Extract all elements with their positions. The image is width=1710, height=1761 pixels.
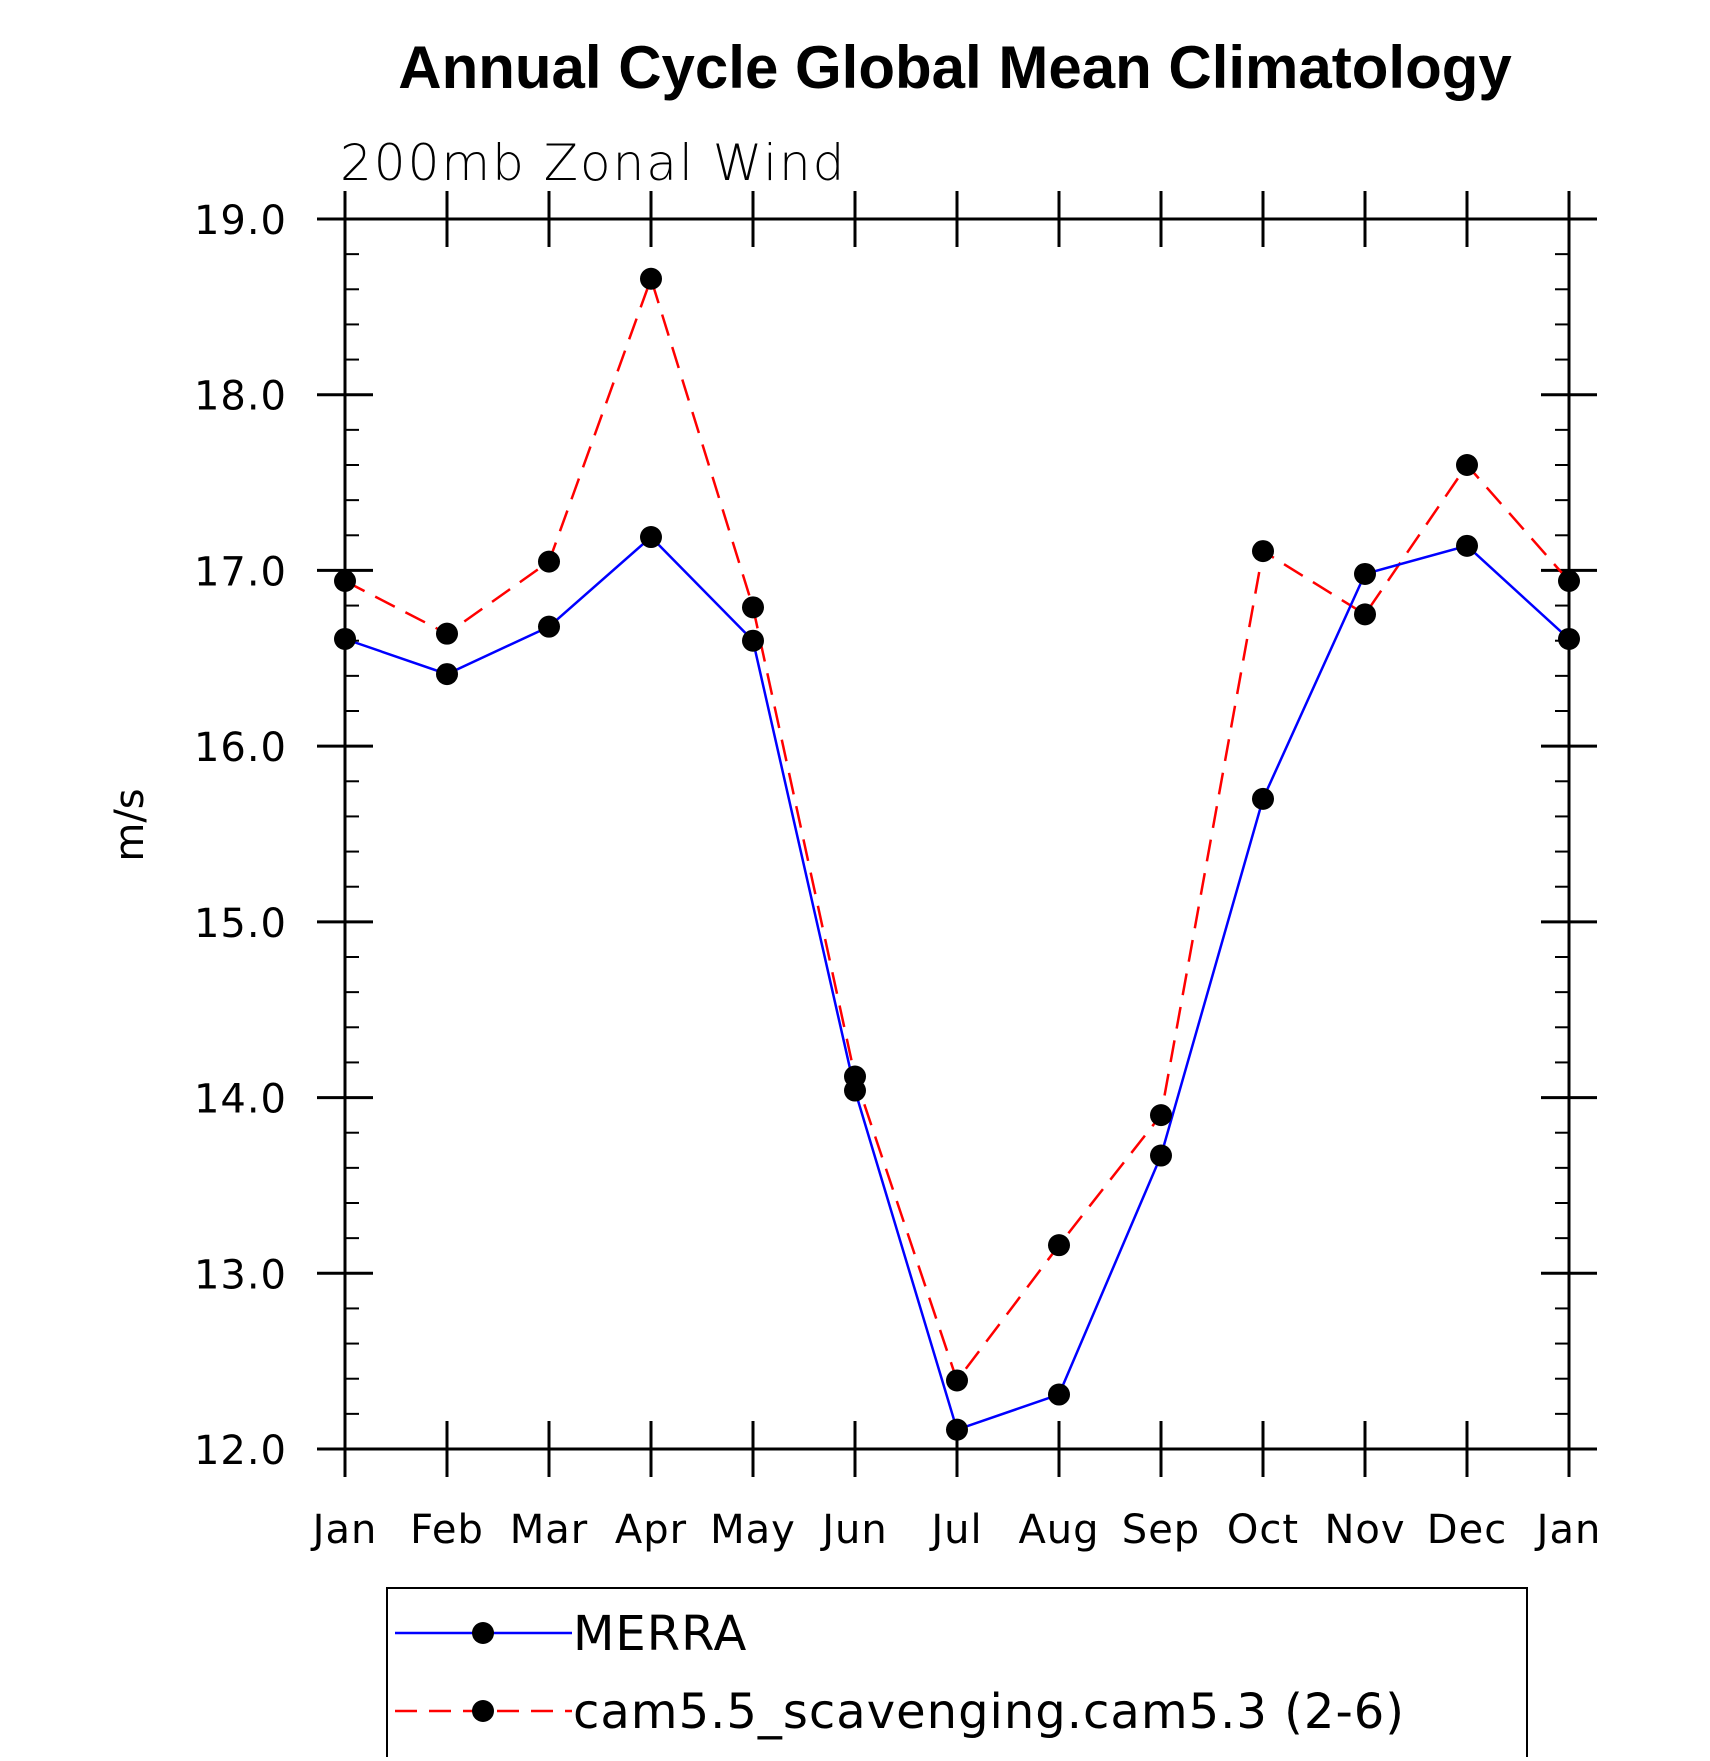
- series-1-point: [1354, 603, 1376, 626]
- series-1-point: [1150, 1104, 1172, 1127]
- x-tick-label: Mar: [510, 1507, 588, 1553]
- y-tick-labels: 12.0 13.0 14.0 15.0 16.0 17.0 18.0 19.0: [194, 198, 287, 1474]
- legend-cam-label: cam5.5_scavenging.cam5.3 (2-6): [573, 1684, 1405, 1740]
- x-tick-label: Feb: [410, 1507, 484, 1553]
- y-tick-label: 15.0: [194, 901, 287, 947]
- x-tick-label: May: [710, 1507, 796, 1553]
- data-series: [334, 267, 1580, 1441]
- series-1-point: [640, 267, 662, 290]
- x-tick-label: Jan: [310, 1507, 378, 1553]
- x-tick-label: Dec: [1427, 1507, 1507, 1553]
- chart-title: Annual Cycle Global Mean Climatology: [398, 34, 1512, 101]
- series-0-point: [742, 629, 764, 652]
- series-line-1: [344, 274, 1570, 1384]
- y-tick-label: 14.0: [194, 1077, 287, 1123]
- series-0-point: [640, 526, 662, 549]
- series-1-point: [946, 1369, 968, 1392]
- legend-merra-marker: [472, 1622, 494, 1644]
- x-tick-label: Jan: [1534, 1507, 1602, 1553]
- x-tick-label: Sep: [1122, 1507, 1200, 1553]
- series-1-point: [844, 1065, 866, 1088]
- x-tick-labels: Jan Feb Mar Apr May Jun Jul Aug Sep Oct Nov Dec Jan: [310, 1507, 1602, 1553]
- series-1-point: [1252, 540, 1274, 563]
- series-1-point: [1456, 454, 1478, 476]
- y-tick-label: 16.0: [194, 725, 287, 771]
- series-line-0: [344, 535, 1570, 1432]
- series-0-point: [1456, 534, 1478, 557]
- x-tick-label: Apr: [615, 1507, 687, 1553]
- x-tick-label: Nov: [1324, 1507, 1405, 1553]
- x-tick-label: Jun: [819, 1507, 888, 1553]
- x-tick-label: Jul: [928, 1507, 982, 1553]
- series-1-point: [334, 569, 356, 592]
- series-0-point: [1558, 627, 1580, 650]
- series-0-point: [946, 1418, 968, 1441]
- y-tick-label: 17.0: [194, 549, 287, 595]
- legend-cam-marker: [472, 1700, 494, 1722]
- y-tick-label: 18.0: [194, 374, 287, 420]
- series-0-point: [1048, 1383, 1070, 1406]
- series-0-point: [334, 627, 356, 650]
- series-0-point: [538, 615, 560, 638]
- series-0-point: [1354, 562, 1376, 585]
- y-tick-label: 13.0: [194, 1252, 287, 1298]
- series-0-point: [1252, 787, 1274, 810]
- series-0-point: [436, 663, 458, 686]
- series-1-point: [1048, 1234, 1070, 1257]
- series-1-point: [742, 596, 764, 619]
- y-tick-label: 12.0: [194, 1428, 287, 1474]
- axis-ticks: [317, 191, 1597, 1477]
- series-1-point: [538, 550, 560, 573]
- y-tick-label: 19.0: [194, 198, 287, 244]
- series-1-point: [1558, 569, 1580, 592]
- plot-frame: [343, 217, 1571, 1451]
- y-axis-label: m/s: [107, 788, 153, 861]
- x-tick-label: Oct: [1227, 1507, 1299, 1553]
- legend-merra-label: MERRA: [573, 1606, 747, 1662]
- legend-box: [386, 1587, 1528, 1761]
- x-tick-label: Aug: [1018, 1507, 1099, 1553]
- series-0-point: [1150, 1144, 1172, 1167]
- legend: MERRA cam5.5_scavenging.cam5.3 (2-6): [386, 1587, 1528, 1761]
- chart-subtitle: 200mb Zonal Wind: [340, 134, 846, 192]
- series-1-point: [436, 622, 458, 645]
